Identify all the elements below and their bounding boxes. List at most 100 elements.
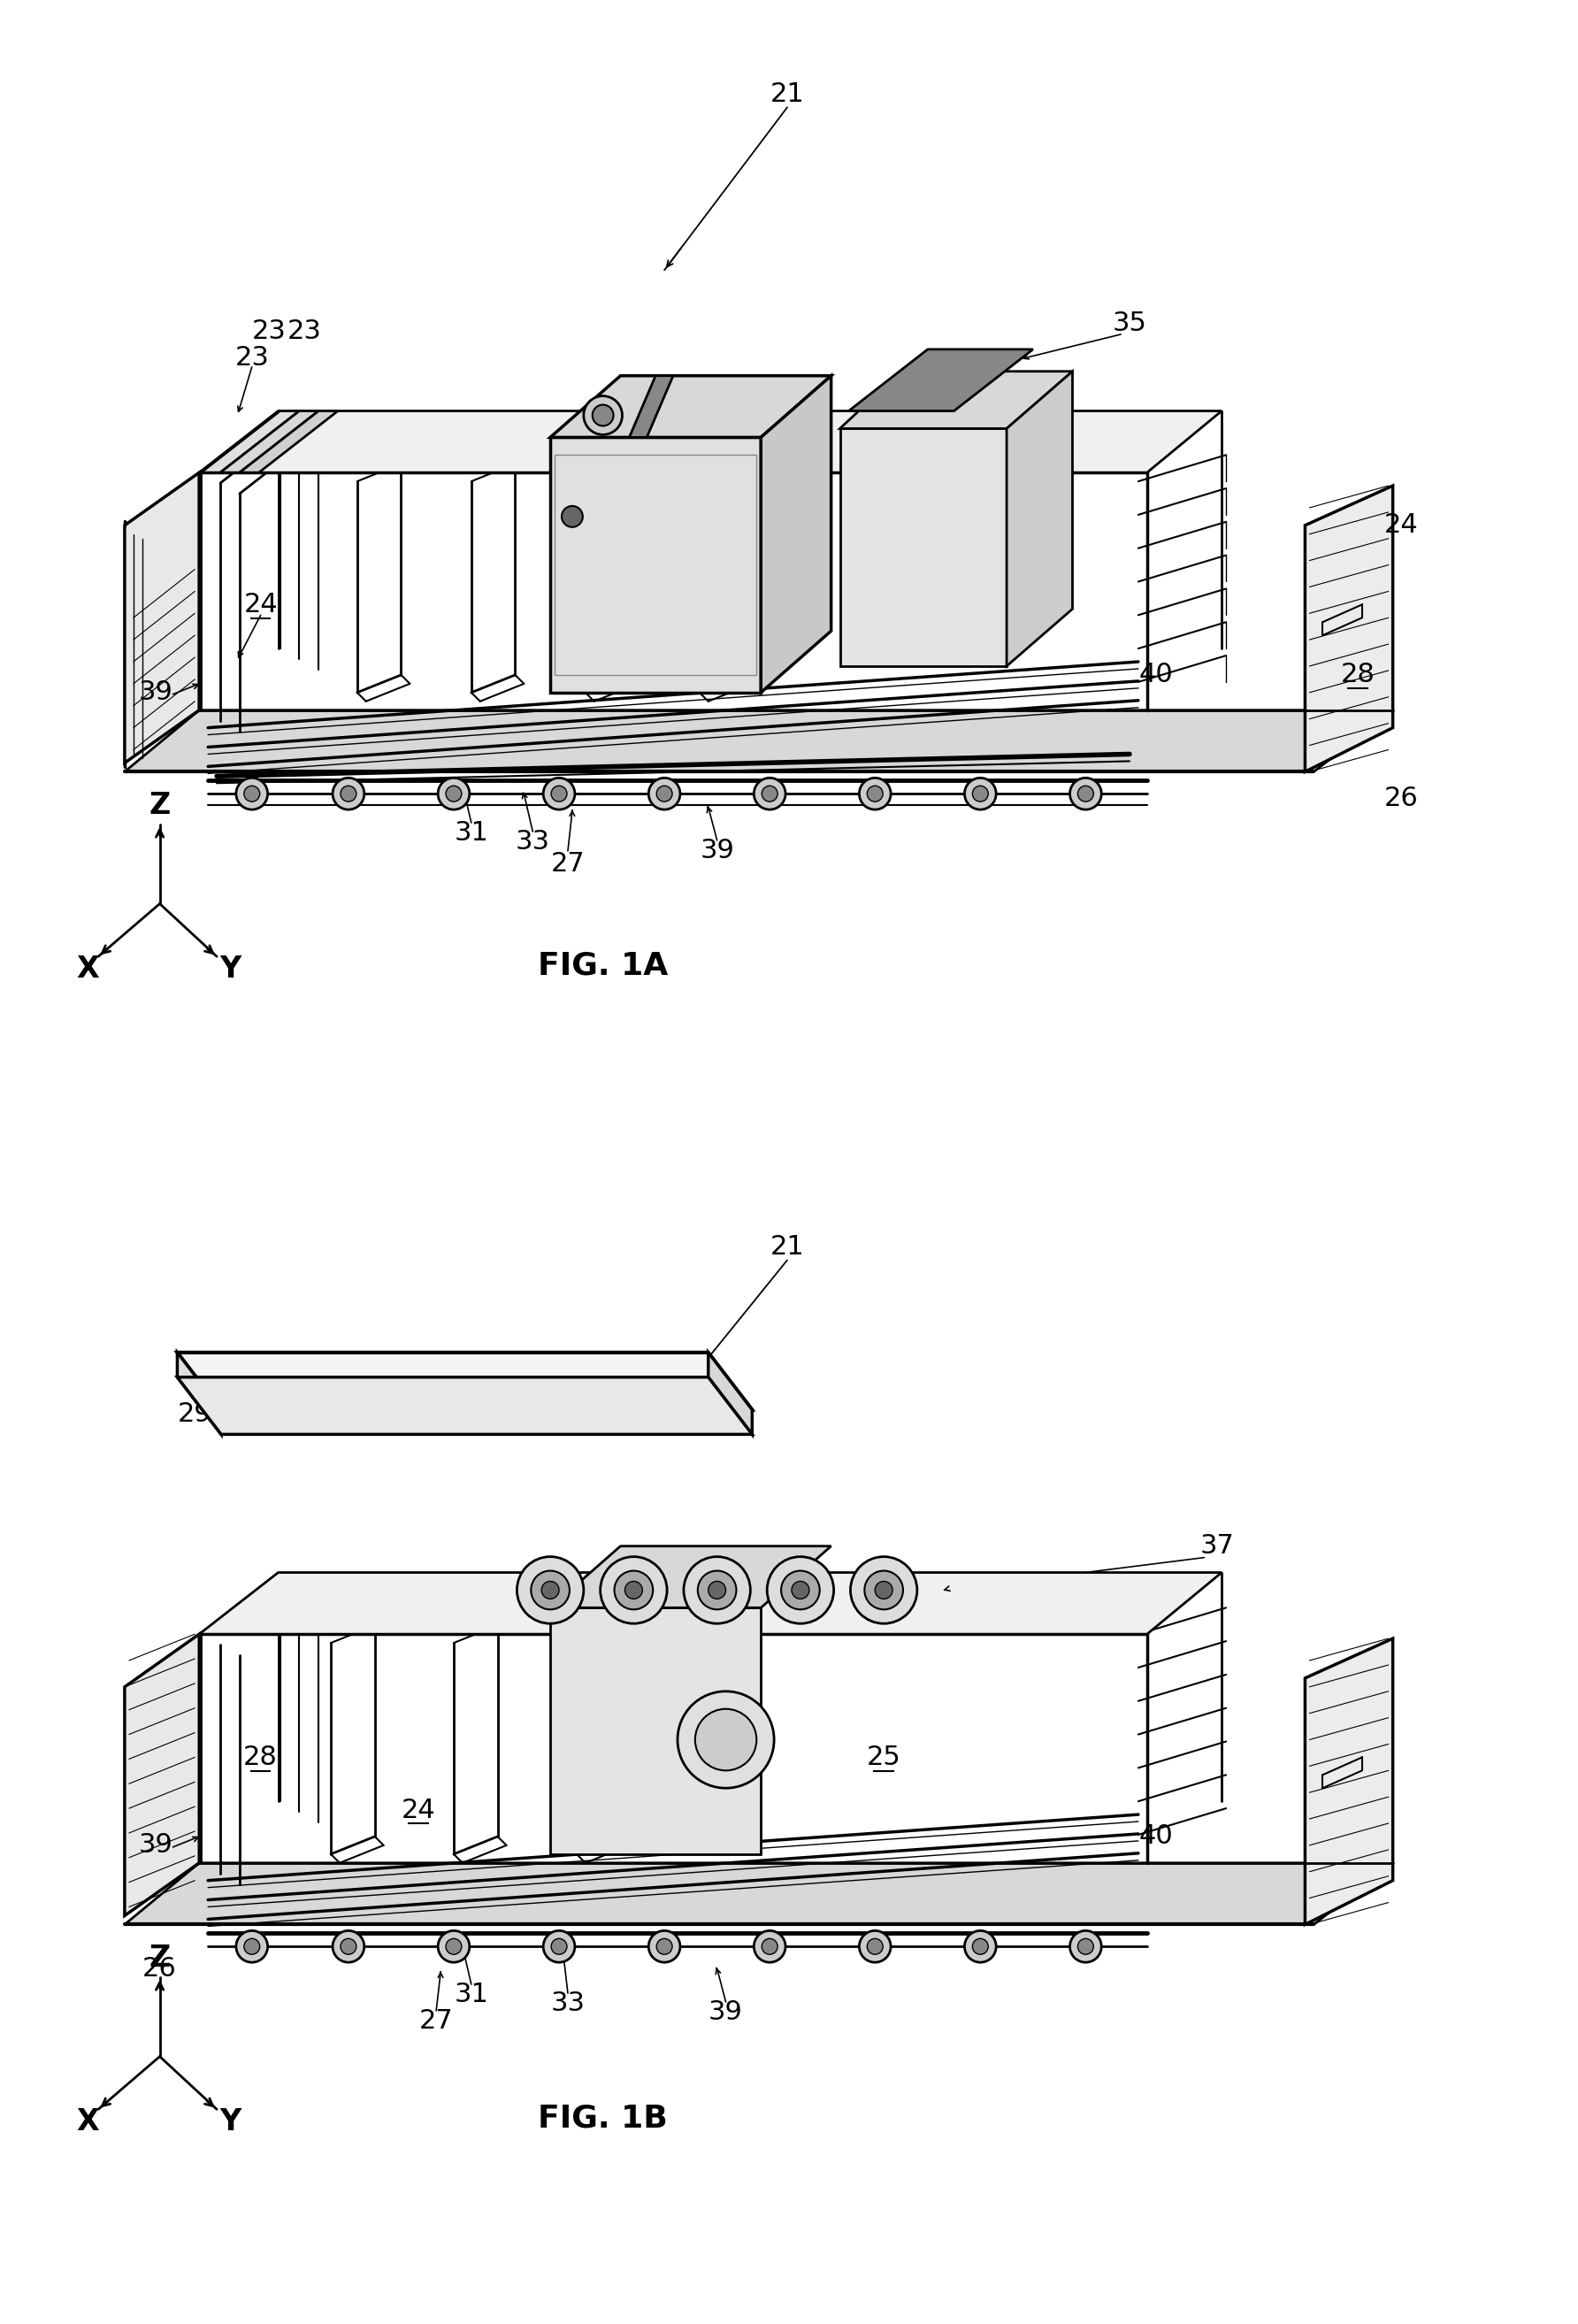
Text: 26: 26 xyxy=(142,1957,177,1982)
Text: 28: 28 xyxy=(1341,662,1374,688)
Circle shape xyxy=(625,1580,642,1599)
Circle shape xyxy=(543,1931,574,1961)
Circle shape xyxy=(876,1580,893,1599)
Circle shape xyxy=(333,1931,365,1961)
Circle shape xyxy=(683,1557,751,1624)
Circle shape xyxy=(762,1938,778,1954)
Circle shape xyxy=(649,779,680,809)
Polygon shape xyxy=(125,1634,199,1915)
Text: 29: 29 xyxy=(178,1401,211,1427)
Circle shape xyxy=(1078,1938,1094,1954)
Circle shape xyxy=(341,1938,357,1954)
Circle shape xyxy=(851,1557,917,1624)
Circle shape xyxy=(333,779,365,809)
Circle shape xyxy=(341,786,357,802)
Text: FIG. 1B: FIG. 1B xyxy=(538,2103,667,2133)
Circle shape xyxy=(781,1571,819,1611)
Circle shape xyxy=(518,1557,584,1624)
Text: X: X xyxy=(76,955,99,983)
Circle shape xyxy=(964,779,996,809)
Circle shape xyxy=(656,1938,672,1954)
Polygon shape xyxy=(839,372,1073,428)
Circle shape xyxy=(754,779,786,809)
Text: 23: 23 xyxy=(252,318,287,344)
Circle shape xyxy=(439,779,470,809)
Text: Z: Z xyxy=(148,790,170,820)
Circle shape xyxy=(697,1571,737,1611)
Circle shape xyxy=(245,1938,260,1954)
Circle shape xyxy=(237,779,268,809)
Circle shape xyxy=(541,1580,559,1599)
Circle shape xyxy=(767,1557,833,1624)
Circle shape xyxy=(562,507,582,528)
Circle shape xyxy=(600,1557,667,1624)
Text: 24: 24 xyxy=(1384,514,1419,539)
Text: 24: 24 xyxy=(401,1796,436,1822)
Text: X: X xyxy=(76,2108,99,2136)
Circle shape xyxy=(865,1571,903,1611)
Polygon shape xyxy=(709,1353,753,1434)
Polygon shape xyxy=(199,1573,1221,1634)
Polygon shape xyxy=(177,1378,753,1434)
Circle shape xyxy=(551,786,567,802)
Circle shape xyxy=(677,1692,775,1787)
Text: Z: Z xyxy=(148,1943,170,1973)
Circle shape xyxy=(762,786,778,802)
Circle shape xyxy=(964,1931,996,1961)
Text: 40: 40 xyxy=(1139,1824,1172,1850)
Text: 26: 26 xyxy=(1384,786,1419,811)
Polygon shape xyxy=(1305,486,1393,772)
Text: 25: 25 xyxy=(866,1745,901,1771)
Circle shape xyxy=(858,779,892,809)
Circle shape xyxy=(792,1580,810,1599)
Circle shape xyxy=(1070,779,1101,809)
Text: 31: 31 xyxy=(454,1982,489,2008)
Polygon shape xyxy=(125,1864,1393,1924)
Circle shape xyxy=(649,1931,680,1961)
Polygon shape xyxy=(200,411,300,472)
Text: 25: 25 xyxy=(603,1815,638,1841)
Text: 33: 33 xyxy=(551,1992,585,2017)
Text: 23: 23 xyxy=(235,346,270,372)
Circle shape xyxy=(245,786,260,802)
Text: 33: 33 xyxy=(516,830,551,855)
Text: 21: 21 xyxy=(770,81,805,107)
Polygon shape xyxy=(240,411,338,472)
Circle shape xyxy=(1078,786,1094,802)
Circle shape xyxy=(447,786,462,802)
Polygon shape xyxy=(551,437,761,693)
Text: 40: 40 xyxy=(1139,662,1172,688)
Text: 27: 27 xyxy=(551,851,585,876)
Polygon shape xyxy=(839,428,1007,667)
Text: 25: 25 xyxy=(639,593,672,618)
Text: 39: 39 xyxy=(139,1834,172,1859)
Polygon shape xyxy=(551,376,832,437)
Circle shape xyxy=(972,786,988,802)
Text: 39: 39 xyxy=(699,839,734,865)
Polygon shape xyxy=(630,376,674,437)
Circle shape xyxy=(866,1938,884,1954)
Polygon shape xyxy=(551,1608,761,1855)
Text: 39: 39 xyxy=(709,1999,743,2024)
Text: 24: 24 xyxy=(243,593,278,618)
Circle shape xyxy=(551,1938,567,1954)
Text: Y: Y xyxy=(219,955,241,983)
Polygon shape xyxy=(199,411,1221,472)
Polygon shape xyxy=(177,1353,753,1411)
Text: 23: 23 xyxy=(287,318,322,344)
Text: FIG. 1A: FIG. 1A xyxy=(538,951,667,981)
Circle shape xyxy=(592,404,614,425)
Text: 37: 37 xyxy=(1201,1534,1234,1559)
Text: 39: 39 xyxy=(139,679,172,706)
Text: 28: 28 xyxy=(243,1745,278,1771)
Text: Y: Y xyxy=(219,2108,241,2136)
Polygon shape xyxy=(849,349,1034,411)
Circle shape xyxy=(439,1931,470,1961)
Text: 27: 27 xyxy=(420,2008,453,2034)
Circle shape xyxy=(530,1571,570,1611)
Circle shape xyxy=(754,1931,786,1961)
Polygon shape xyxy=(1305,1638,1393,1924)
Polygon shape xyxy=(761,376,832,693)
Polygon shape xyxy=(125,472,199,762)
Circle shape xyxy=(694,1708,756,1771)
